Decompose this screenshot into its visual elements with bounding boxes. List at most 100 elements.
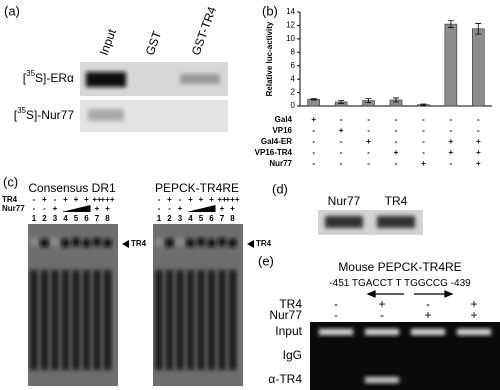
sign: +: [95, 204, 100, 213]
panel-label: (b): [262, 3, 278, 18]
bracket: [: [14, 108, 18, 122]
free-probe: [103, 270, 112, 370]
condition-label: VP16-TR4: [255, 148, 293, 157]
condition-sign: +: [424, 308, 431, 322]
lane-number: 4: [63, 214, 68, 223]
lane-label: TR4: [385, 194, 408, 208]
sign: +: [220, 204, 225, 213]
sign: +: [74, 195, 79, 204]
lane-number: 6: [84, 214, 89, 223]
shift-band: [197, 238, 205, 246]
panel-label: (a): [4, 3, 20, 18]
arrows: [366, 290, 454, 298]
condition-sign: +: [449, 137, 454, 146]
condition-sign: -: [367, 148, 370, 157]
error-bar: [420, 103, 427, 106]
condition-sign: +: [476, 137, 481, 146]
shift-band: [82, 239, 91, 247]
free-probe: [155, 270, 163, 370]
lane-number: 5: [74, 214, 79, 223]
error-bar: [393, 97, 399, 103]
lane-label: Nur77: [328, 194, 361, 208]
band: [88, 109, 124, 121]
error-bar: [338, 100, 345, 104]
condition-sign: +: [449, 148, 454, 157]
condition-label: Nur77: [269, 308, 302, 322]
condition-sign: -: [367, 115, 370, 124]
free-probe: [40, 270, 49, 370]
condition-sign: +: [476, 148, 481, 157]
marker-arrow: [122, 240, 129, 248]
lane-number: 3: [53, 214, 58, 223]
condition-sign: -: [450, 159, 453, 168]
isotope: 35: [17, 106, 26, 115]
sign: ++: [92, 195, 102, 204]
condition-label: VP16: [272, 126, 292, 135]
shift-band: [186, 239, 195, 247]
sign: -: [33, 195, 36, 204]
y-tick-label: 8: [291, 47, 296, 56]
sign: +: [105, 204, 110, 213]
condition-sign: +: [470, 308, 477, 322]
error-bar: [365, 98, 372, 104]
sign: +: [167, 195, 172, 204]
free-probe: [197, 270, 205, 370]
condition-sign: -: [422, 126, 425, 135]
free-probe: [93, 270, 101, 370]
shift-band: [40, 239, 49, 247]
sign: -: [168, 204, 171, 213]
shift-band: [228, 239, 237, 247]
y-tick-label: 4: [291, 74, 296, 83]
condition-sign: -: [340, 115, 343, 124]
panel-label: (d): [272, 181, 288, 196]
marker-label: TR4: [131, 239, 147, 248]
gel-title: Consensus DR1: [28, 181, 116, 195]
half-site: TGGCCG: [404, 278, 448, 289]
lane-number: 2: [167, 214, 172, 223]
condition-sign: -: [367, 126, 370, 135]
band: [86, 72, 126, 87]
free-probe: [228, 270, 237, 370]
condition-sign: -: [395, 126, 398, 135]
shift-band: [176, 238, 184, 246]
condition-sign: +: [476, 159, 481, 168]
protein: S]-Nur77: [26, 108, 74, 122]
row-label: α-TR4: [268, 372, 302, 386]
condition-sign: -: [422, 137, 425, 146]
sign: +: [53, 204, 58, 213]
condition-sign: -: [422, 148, 425, 157]
panel-title: Mouse PEPCK-TR4RE: [338, 260, 461, 274]
shift-band: [51, 238, 59, 246]
lane-number: 7: [220, 214, 225, 223]
lane-label: Input: [97, 27, 120, 57]
lane-number: 1: [32, 214, 37, 223]
bar: [444, 23, 458, 107]
sign: +: [188, 195, 193, 204]
sequence: -451 TGACCT T TGGCCG -439: [329, 278, 471, 289]
sign: -: [33, 204, 36, 213]
lane-number: 5: [199, 214, 204, 223]
shift-band: [30, 238, 38, 246]
condition-label: Nur77: [269, 159, 292, 168]
sign: -: [54, 195, 57, 204]
band: [180, 74, 220, 84]
condition-sign: -: [312, 148, 315, 157]
shift-band: [207, 239, 216, 247]
condition-sign: -: [312, 137, 315, 146]
condition-sign: -: [340, 159, 343, 168]
condition-sign: -: [312, 126, 315, 135]
band: [377, 216, 415, 228]
pcr-band: [365, 377, 399, 383]
condition-sign: -: [477, 126, 480, 135]
free-probe: [218, 270, 226, 370]
free-probe: [51, 270, 59, 370]
shift-band: [93, 238, 101, 246]
condition-sign: -: [426, 297, 430, 311]
condition-sign: +: [394, 148, 399, 157]
titration-wedge: [186, 205, 216, 212]
sign: ++: [217, 195, 227, 204]
half-site: TGACCT: [352, 278, 393, 289]
sign: +: [178, 204, 183, 213]
condition-sign: +: [421, 159, 426, 168]
protein: S]-ERα: [35, 71, 74, 85]
